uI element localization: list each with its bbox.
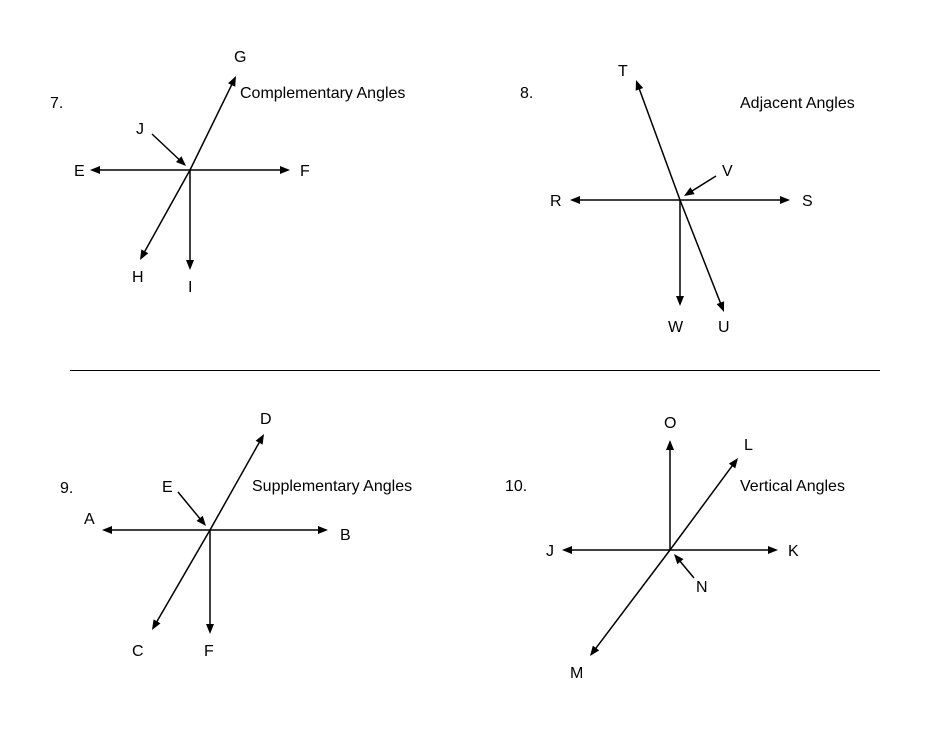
arrowhead-icon: [186, 260, 194, 270]
arrowhead-icon: [590, 646, 599, 656]
arrowhead-icon: [729, 458, 738, 468]
point-label-O: O: [664, 415, 676, 432]
ray-C: [153, 530, 210, 628]
ray-H: [141, 170, 190, 258]
arrowhead-icon: [90, 166, 100, 174]
arrowhead-icon: [318, 526, 328, 534]
point-label-K: K: [788, 543, 799, 560]
diagram-svg: E F G H I J: [60, 30, 380, 310]
point-label-T: T: [618, 63, 628, 80]
arrowhead-icon: [140, 249, 148, 260]
ray-L: [670, 460, 737, 550]
arrowhead-icon: [676, 296, 684, 306]
center-label-J: J: [136, 121, 144, 138]
point-label-F: F: [300, 163, 310, 180]
point-label-B: B: [340, 527, 351, 544]
arrowhead-icon: [228, 76, 236, 87]
diagram-svg: R S T U W V: [510, 50, 880, 340]
ray-D: [210, 436, 263, 530]
arrowhead-icon: [717, 301, 724, 312]
diagram-panel-7: E F G H I J: [60, 30, 380, 310]
page-root: { "page": { "width": 949, "height": 746,…: [0, 0, 949, 746]
point-label-S: S: [802, 193, 813, 210]
point-label-C: C: [132, 643, 144, 660]
point-label-R: R: [550, 193, 562, 210]
arrowhead-icon: [570, 196, 580, 204]
arrowhead-icon: [206, 624, 214, 634]
point-label-U: U: [718, 319, 730, 336]
diagram-svg: A B D C F E: [60, 400, 420, 720]
point-label-G: G: [234, 49, 246, 66]
center-label-N: N: [696, 579, 708, 596]
point-label-D: D: [260, 411, 272, 428]
diagram-panel-10: J K O L M N: [510, 400, 880, 720]
arrowhead-icon: [768, 546, 778, 554]
ray-M: [591, 550, 670, 654]
arrowhead-icon: [562, 546, 572, 554]
arrowhead-icon: [152, 619, 160, 630]
center-label-V: V: [722, 163, 733, 180]
point-label-J: J: [546, 543, 554, 560]
point-label-A: A: [84, 511, 95, 528]
diagram-panel-9: A B D C F E: [60, 400, 420, 720]
ray-T: [637, 82, 680, 200]
diagram-panel-8: R S T U W V: [510, 50, 880, 340]
arrowhead-icon: [102, 526, 112, 534]
point-label-W: W: [668, 319, 684, 336]
arrowhead-icon: [636, 80, 644, 91]
center-label-E: E: [162, 479, 173, 496]
arrowhead-icon: [666, 440, 674, 450]
point-label-E: E: [74, 163, 85, 180]
point-label-M: M: [570, 665, 583, 682]
point-label-L: L: [744, 437, 753, 454]
ray-G: [190, 78, 235, 170]
arrowhead-icon: [256, 434, 264, 445]
point-label-H: H: [132, 269, 144, 286]
diagram-svg: J K O L M N: [510, 400, 880, 720]
arrowhead-icon: [780, 196, 790, 204]
point-label-I: I: [188, 279, 192, 296]
horizontal-divider: [70, 370, 880, 371]
point-label-F: F: [204, 643, 214, 660]
ray-U: [680, 200, 723, 310]
arrowhead-icon: [684, 187, 695, 196]
arrowhead-icon: [280, 166, 290, 174]
